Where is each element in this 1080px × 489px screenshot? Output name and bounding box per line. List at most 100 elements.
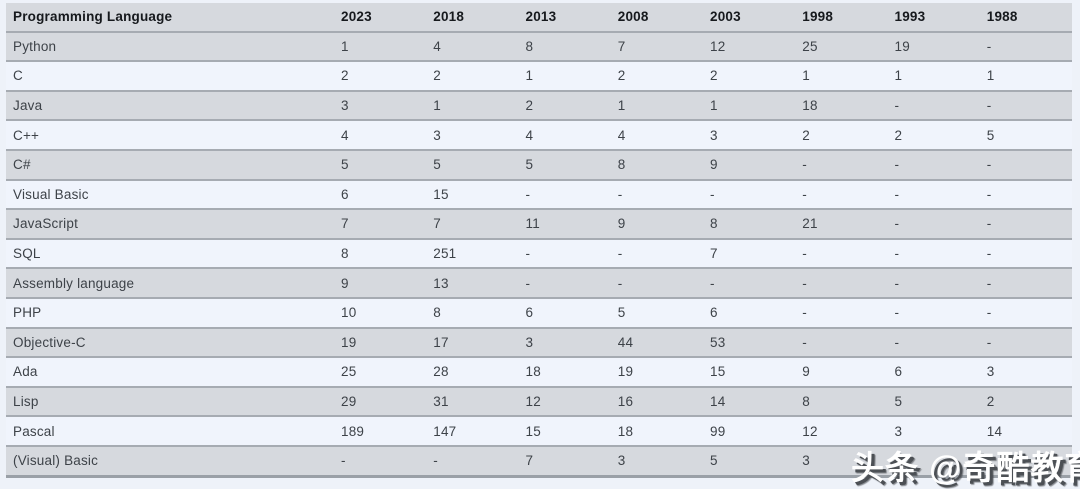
rank-cell: 7 bbox=[433, 216, 441, 232]
table-row: Assembly language 9 13 - - - - - - bbox=[6, 268, 1072, 298]
rank-cell: 7 bbox=[341, 216, 349, 232]
rank-cell: 4 bbox=[341, 127, 349, 143]
rank-cell: 15 bbox=[525, 423, 541, 439]
rank-cell: 5 bbox=[341, 157, 349, 173]
language-name-cell: Visual Basic bbox=[13, 186, 89, 202]
column-header-2003: 2003 bbox=[710, 9, 741, 25]
rank-cell: - bbox=[802, 246, 807, 262]
rank-cell: 28 bbox=[433, 364, 449, 380]
rank-cell: - bbox=[986, 216, 992, 232]
rank-cell: 2 bbox=[341, 68, 349, 84]
rank-cell: 11 bbox=[525, 216, 540, 232]
table-row: SQL 8 251 - - 7 - - - bbox=[6, 238, 1072, 269]
table-row: Objective-C 19 17 3 44 53 - - - bbox=[6, 327, 1072, 358]
rank-cell: 2 bbox=[802, 127, 810, 143]
rank-cell: - bbox=[341, 453, 346, 469]
language-name-cell: SQL bbox=[13, 246, 41, 262]
language-name-cell: Java bbox=[13, 98, 43, 114]
rank-cell: 29 bbox=[341, 394, 357, 410]
rank-cell: 18 bbox=[525, 364, 541, 380]
rank-cell: 12 bbox=[710, 38, 726, 54]
rank-cell: 3 bbox=[341, 98, 349, 114]
rank-cell: - bbox=[894, 275, 900, 291]
rank-cell: 21 bbox=[802, 216, 818, 232]
rank-cell: - bbox=[894, 157, 900, 173]
language-name-cell: Pascal bbox=[13, 423, 55, 439]
rank-cell: 2 bbox=[894, 127, 903, 143]
rank-cell: - bbox=[617, 246, 623, 262]
language-ranking-table-container: Programming Language 2023 2018 2013 2008 2003… bbox=[6, 3, 1072, 478]
language-name-cell: (Visual) Basic bbox=[13, 453, 99, 469]
table-row: C 2 2 1 2 2 1 1 1 bbox=[6, 61, 1072, 91]
rank-cell: 14 bbox=[710, 394, 726, 410]
rank-cell: - bbox=[802, 157, 807, 173]
rank-cell: - bbox=[894, 186, 900, 202]
rank-cell bbox=[888, 446, 980, 476]
rank-cell: 14 bbox=[986, 423, 1003, 439]
rank-cell: - bbox=[986, 305, 992, 321]
rank-cell: 6 bbox=[341, 186, 349, 202]
rank-cell: 5 bbox=[617, 305, 626, 321]
rank-cell: 15 bbox=[710, 364, 726, 380]
rank-cell: 15 bbox=[433, 186, 449, 202]
rank-cell: 4 bbox=[433, 38, 441, 54]
column-header-2018: 2018 bbox=[433, 9, 465, 25]
rank-cell: 8 bbox=[710, 216, 718, 232]
rank-cell: - bbox=[525, 275, 531, 291]
rank-cell: 2 bbox=[986, 394, 995, 410]
table-row: Ada 25 28 18 19 15 9 6 3 bbox=[6, 357, 1072, 387]
rank-cell: 2 bbox=[433, 68, 441, 84]
rank-cell: 3 bbox=[710, 127, 718, 143]
rank-cell: 8 bbox=[341, 246, 349, 262]
rank-cell: 18 bbox=[617, 423, 634, 439]
language-name-cell: JavaScript bbox=[13, 216, 79, 232]
rank-cell: - bbox=[802, 275, 807, 291]
rank-cell: 10 bbox=[341, 305, 357, 321]
rank-cell: 5 bbox=[986, 127, 995, 143]
rank-cell: 8 bbox=[433, 305, 441, 321]
rank-cell: 4 bbox=[617, 127, 626, 143]
rank-cell: 189 bbox=[341, 423, 365, 439]
rank-cell: - bbox=[802, 186, 807, 202]
rank-cell: 8 bbox=[525, 38, 534, 54]
rank-cell: 19 bbox=[341, 334, 357, 350]
rank-cell: 17 bbox=[433, 334, 449, 350]
rank-cell: 7 bbox=[710, 246, 718, 262]
rank-cell: 2 bbox=[710, 68, 718, 84]
rank-cell bbox=[980, 446, 1072, 476]
table-row: Pascal 189 147 15 18 99 12 3 14 bbox=[6, 416, 1072, 446]
rank-cell: 3 bbox=[525, 334, 534, 350]
rank-cell: 99 bbox=[710, 423, 726, 439]
rank-cell: 3 bbox=[802, 453, 810, 469]
rank-cell: 5 bbox=[525, 157, 534, 173]
rank-cell: 19 bbox=[617, 364, 634, 380]
rank-cell: 9 bbox=[710, 157, 718, 173]
column-header-2013: 2013 bbox=[525, 9, 557, 25]
rank-cell: 3 bbox=[617, 453, 626, 469]
rank-cell: - bbox=[986, 186, 992, 202]
rank-cell: 19 bbox=[894, 38, 910, 54]
rank-cell: 25 bbox=[802, 38, 818, 54]
rank-cell: 1 bbox=[894, 68, 903, 84]
rank-cell: - bbox=[894, 216, 900, 232]
table-row: Lisp 29 31 12 16 14 8 5 2 bbox=[6, 386, 1072, 417]
rank-cell: - bbox=[894, 98, 900, 114]
rank-cell: 7 bbox=[525, 453, 534, 469]
rank-cell: - bbox=[986, 246, 992, 262]
rank-cell: - bbox=[986, 38, 992, 54]
rank-cell: 12 bbox=[525, 394, 541, 410]
rank-cell: - bbox=[986, 98, 992, 114]
rank-cell: 13 bbox=[433, 275, 449, 291]
table-row: Java 3 1 2 1 1 18 - - bbox=[6, 90, 1072, 121]
rank-cell: 8 bbox=[617, 157, 626, 173]
rank-cell: 4 bbox=[525, 127, 534, 143]
language-name-cell: Assembly language bbox=[13, 275, 135, 291]
table-row: C# 5 5 5 8 9 - - - bbox=[6, 149, 1072, 180]
table-row: Visual Basic 6 15 - - - - - - bbox=[6, 179, 1072, 210]
rank-cell: 5 bbox=[433, 157, 441, 173]
rank-cell: 1 bbox=[710, 98, 718, 114]
rank-cell: - bbox=[617, 275, 623, 291]
rank-cell: 1 bbox=[525, 68, 534, 84]
rank-cell: - bbox=[894, 305, 900, 321]
rank-cell: 16 bbox=[617, 394, 634, 410]
